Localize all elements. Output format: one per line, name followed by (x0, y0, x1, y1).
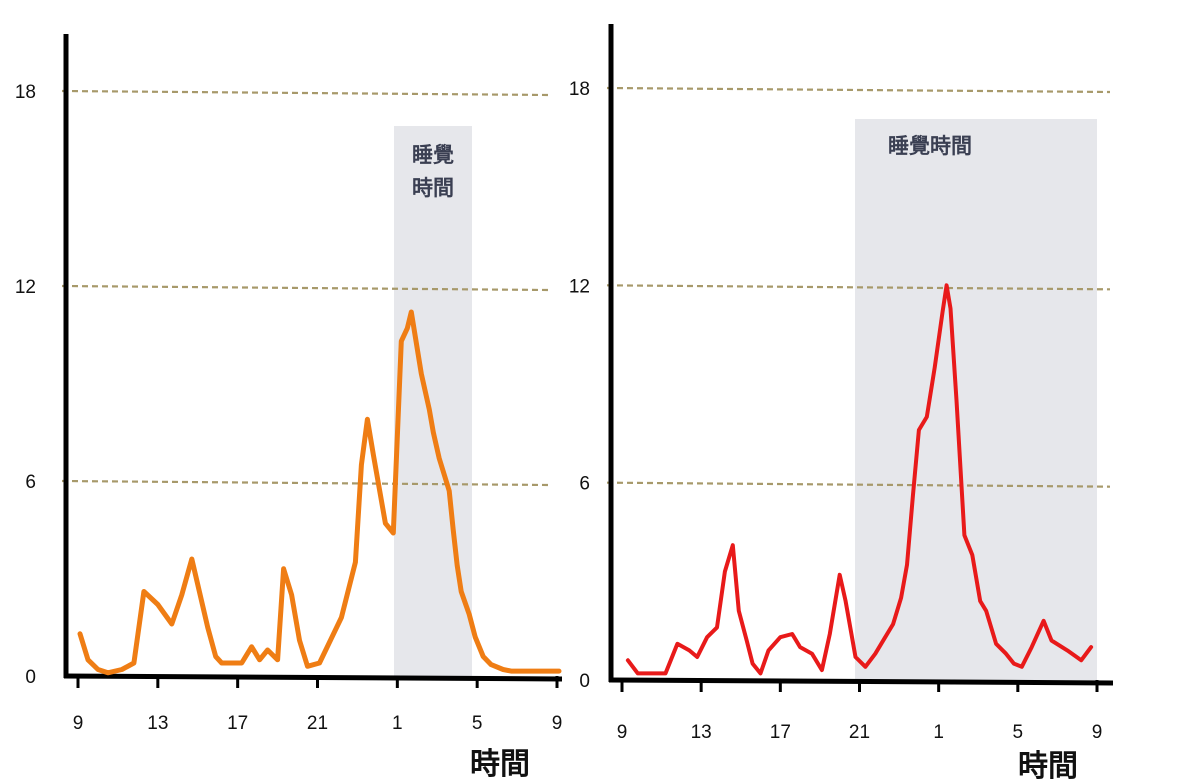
series-line (625, 283, 1094, 676)
sleep-band-label: 時間 (412, 176, 454, 200)
gridline (606, 86, 1111, 94)
x-tick-label: 5 (472, 713, 483, 734)
y-tick-label: 0 (579, 671, 590, 692)
sleep-band (855, 119, 1097, 680)
x-axis-label: 時間 (1018, 749, 1078, 784)
y-tick-label: 12 (569, 276, 590, 297)
x-tick-label: 5 (1013, 722, 1024, 743)
x-tick-label: 9 (1092, 722, 1103, 743)
series-line (77, 309, 562, 676)
y-tick-label: 6 (25, 472, 36, 493)
y-tick-label: 0 (25, 667, 36, 688)
y-tick-label: 18 (569, 79, 590, 100)
gridline (61, 89, 549, 97)
y-tick-label: 18 (15, 82, 36, 103)
y-tick-label: 12 (15, 277, 36, 298)
x-tick-label: 1 (392, 713, 403, 734)
x-tick-label: 17 (770, 722, 791, 743)
y-tick-label: 6 (579, 474, 590, 495)
gridline (606, 284, 1111, 291)
x-tick-label: 1 (933, 722, 944, 743)
gridline (61, 284, 549, 292)
sleep-band-label: 睡覺 (412, 143, 454, 167)
x-tick-label: 9 (73, 713, 84, 734)
gridline (61, 479, 549, 487)
x-tick-label: 21 (849, 722, 870, 743)
sleep-band-label: 睡覺時間 (888, 134, 972, 158)
x-tick-label: 9 (552, 713, 563, 734)
x-tick-label: 13 (147, 713, 168, 734)
gridline (606, 481, 1111, 488)
x-tick-label: 21 (307, 713, 328, 734)
x-tick-label: 17 (227, 713, 248, 734)
x-axis (63, 673, 563, 682)
x-tick-label: 9 (617, 722, 628, 743)
x-tick-label: 13 (691, 722, 712, 743)
x-axis-label: 時間 (470, 747, 530, 782)
